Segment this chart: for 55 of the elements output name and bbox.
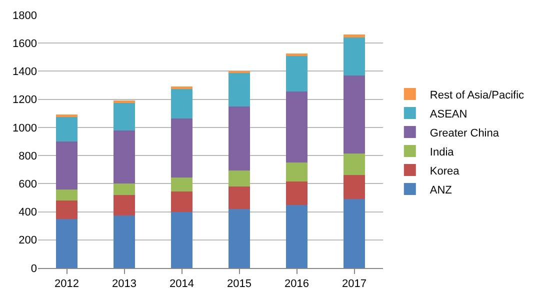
bar [170,86,193,89]
bar [56,218,78,268]
bar [170,118,193,178]
bar [113,130,136,184]
bar [286,182,308,205]
bar [343,199,366,268]
legend-label: Korea [430,165,460,178]
bar [343,34,366,38]
y-tick-label: 400 [18,206,37,219]
bar [170,88,193,118]
y-tick-label: 800 [18,150,37,162]
x-tick-label: 2017 [342,278,366,290]
y-tick-label: 200 [18,234,37,247]
bar [343,37,366,76]
bar [56,142,78,190]
y-tick-label: 1800 [12,10,37,22]
bar [343,175,366,200]
bar [343,75,366,154]
y-tick-label: 600 [18,178,37,191]
y-tick-label: 1600 [12,38,37,50]
bar [343,153,366,176]
bar [228,170,250,186]
bar [113,215,136,268]
bar [228,208,250,268]
legend-label: Greater China [430,127,500,140]
legend-label: ANZ [430,184,452,196]
bar [286,162,308,182]
bar [56,189,78,201]
x-tick-label: 2013 [112,278,136,290]
bar [228,106,250,170]
bar [113,184,136,195]
bar [170,212,193,268]
y-tick-label: 1400 [12,66,37,78]
bar [113,194,136,216]
legend-label: Rest of Asia/Pacific [430,89,525,102]
x-tick-label: 2016 [284,278,309,290]
x-tick-label: 2012 [54,278,79,290]
bar [113,102,136,130]
x-tick-label: 2014 [170,278,194,290]
y-tick-label: 1000 [12,122,37,134]
bar [228,72,250,106]
bar [56,116,78,142]
bar [228,186,250,209]
legend-label: India [430,146,455,158]
bar [113,100,136,103]
bar [170,177,193,192]
legend-label: ASEAN [430,108,468,120]
y-tick-label: 1200 [12,94,37,106]
y-tick-label: 0 [30,262,37,275]
bar [170,191,193,212]
bar [286,92,308,163]
bar [286,204,308,268]
bar [56,200,78,219]
x-tick-label: 2015 [227,278,252,290]
bar [286,56,308,92]
